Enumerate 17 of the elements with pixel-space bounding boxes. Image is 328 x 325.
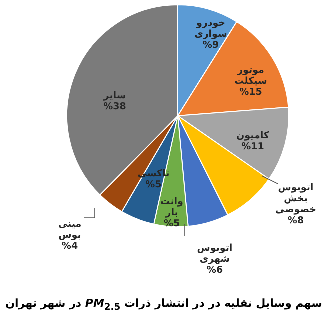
slice-label: موتور سیکلت [234, 65, 268, 87]
data-label: %8 [288, 216, 304, 226]
data-label: %38 [104, 102, 127, 112]
data-label: %5 [164, 218, 180, 230]
data-label: %9 [202, 40, 220, 51]
data-label: %6 [206, 265, 224, 276]
slice-label: کامیون [236, 130, 270, 142]
slice-label: اتوبوس شهری [197, 243, 233, 265]
slice-label: اتوبوس بخش خصوصی [276, 182, 316, 216]
slice-label: مینی بوس [58, 219, 82, 241]
data-label: %15 [240, 87, 262, 98]
data-label: %5 [146, 180, 162, 191]
data-label: %11 [242, 142, 264, 152]
slice-label: سایر [102, 90, 126, 102]
slice-label: خودرو سواری [194, 18, 228, 40]
slice-label: وانت بار [160, 196, 184, 218]
data-label: %4 [62, 241, 78, 252]
